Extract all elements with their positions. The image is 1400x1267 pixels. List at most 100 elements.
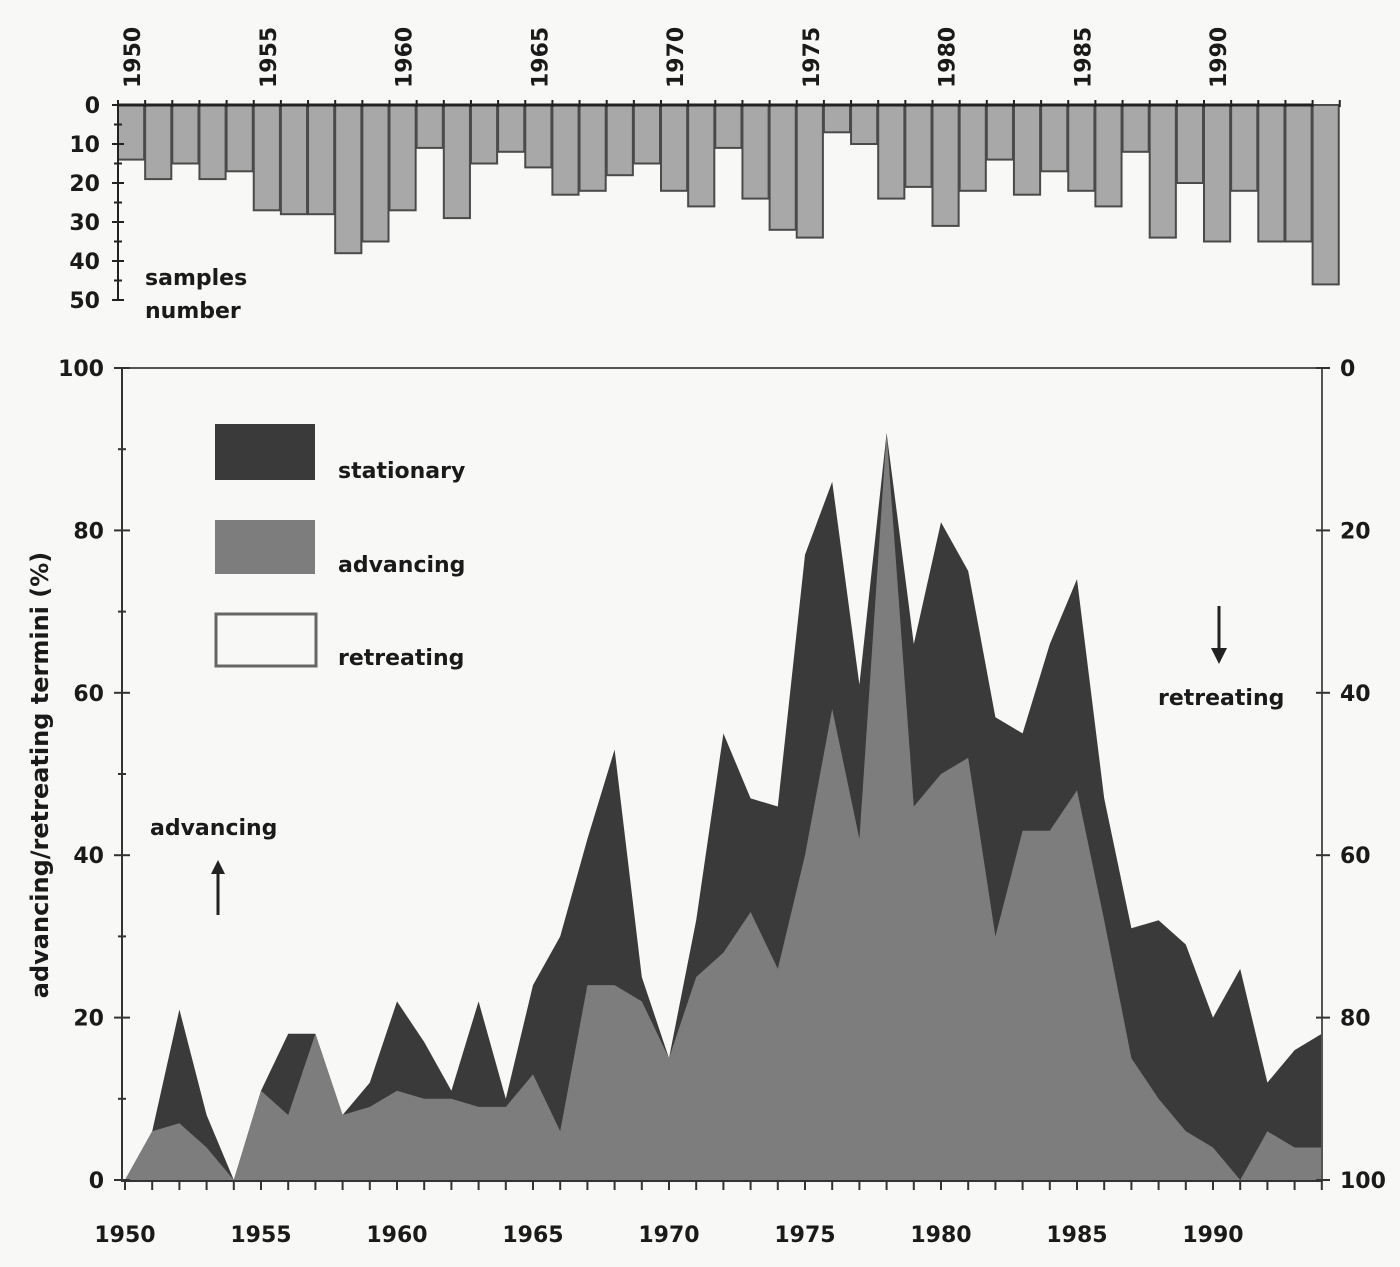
x-ticks: 1950 1955 1960 1965 1970 1975 1980 1985 1990 [94, 1180, 1323, 1248]
top-y-tick-label: 20 [69, 172, 100, 197]
sample-bar [117, 104, 146, 161]
sample-bar [768, 104, 797, 231]
retreating-annotation-label: retreating [1158, 686, 1284, 711]
top-y-tick-label: 50 [69, 289, 100, 314]
sample-bar [252, 104, 281, 212]
sample-bar [442, 104, 471, 220]
sample-bar [877, 104, 906, 200]
sample-bar [1284, 104, 1313, 243]
x-tick-label: 1990 [1182, 1223, 1243, 1248]
y-axis-title: advancing/retreating termini (%) [26, 552, 54, 998]
top-x-tick-label: 1975 [800, 27, 825, 88]
sample-bar [795, 104, 824, 239]
sample-bar [741, 104, 770, 200]
legend: stationary advancing retreating [214, 424, 465, 671]
sample-bar [605, 104, 634, 177]
legend-swatch-advancing [215, 520, 315, 574]
legend-label-stationary: stationary [338, 459, 465, 484]
left-y-tick-label: 0 [89, 1169, 104, 1194]
sample-bar [225, 104, 254, 173]
sample-bar [469, 104, 499, 165]
sample-bar [1175, 104, 1204, 184]
top-x-tick-label: 1965 [528, 27, 553, 88]
top-x-ticks: 1950 1955 1960 1965 1970 1975 1980 1985 1990 [117, 27, 1341, 107]
sample-bar [904, 104, 933, 188]
sample-bar [822, 104, 852, 134]
sample-bar [144, 104, 173, 181]
sample-bar [578, 104, 607, 192]
sample-bar [524, 104, 553, 169]
x-tick-label: 1970 [638, 1223, 699, 1248]
right-y-tick-label: 100 [1340, 1169, 1386, 1194]
top-y-tick-label: 0 [85, 94, 100, 119]
left-y-tick-label: 80 [73, 519, 104, 544]
sample-bar [632, 104, 661, 165]
sample-bar [1230, 104, 1259, 192]
top-x-tick-label: 1970 [664, 27, 689, 88]
samples-label: samples [145, 266, 247, 291]
legend-swatch-stationary [215, 424, 315, 480]
up-arrowhead-icon [211, 860, 225, 874]
left-y-ticks: 0 20 40 60 80 100 [58, 357, 130, 1194]
sample-bar [551, 104, 580, 196]
sample-bar [958, 104, 987, 192]
legend-swatch-retreating [214, 612, 318, 668]
x-tick-label: 1985 [1046, 1223, 1107, 1248]
right-y-tick-label: 20 [1340, 519, 1371, 544]
left-y-tick-label: 60 [73, 682, 104, 707]
top-x-tick-label: 1985 [1071, 27, 1096, 88]
top-x-tick-label: 1980 [936, 27, 961, 88]
sample-bar [1094, 104, 1123, 208]
sample-bar [985, 104, 1014, 161]
sample-bar [171, 104, 200, 165]
sample-bar [334, 104, 363, 255]
x-tick-label: 1955 [230, 1223, 291, 1248]
left-y-tick-label: 40 [73, 844, 104, 869]
sample-bar [279, 104, 309, 216]
top-x-tick-label: 1990 [1207, 27, 1232, 88]
sample-bars [117, 104, 1340, 286]
sample-bar [361, 104, 390, 243]
advancing-area [125, 433, 1322, 1180]
retreating-annotation: retreating [1158, 606, 1284, 711]
sample-bar [1203, 104, 1232, 243]
sample-bar [307, 104, 336, 216]
sample-bar [687, 104, 716, 208]
sample-bar [1067, 104, 1096, 192]
sample-bar [1311, 104, 1340, 286]
sample-bar [1012, 104, 1042, 196]
legend-label-advancing: advancing [338, 553, 465, 578]
sample-bar [1121, 104, 1150, 153]
right-y-tick-label: 0 [1340, 357, 1355, 382]
sample-bar [1148, 104, 1177, 239]
legend-label-retreating: retreating [338, 646, 464, 671]
sample-bar [660, 104, 689, 192]
x-tick-label: 1950 [94, 1223, 155, 1248]
advancing-annotation: advancing [150, 816, 277, 915]
x-tick-label: 1980 [910, 1223, 971, 1248]
sample-bar [415, 104, 444, 149]
left-y-tick-label: 20 [73, 1007, 104, 1032]
x-tick-label: 1965 [502, 1223, 563, 1248]
left-y-tick-label: 100 [58, 357, 104, 382]
sample-bar [1040, 104, 1069, 173]
x-tick-label: 1975 [774, 1223, 835, 1248]
termini-area-chart: 1950 1955 1960 1965 1970 1975 1980 1985 1990 0 20… [26, 357, 1386, 1248]
sample-bar [1257, 104, 1286, 243]
top-y-ticks: 0 10 20 30 40 50 [69, 94, 124, 314]
right-y-ticks: 100 80 60 40 20 0 [1316, 357, 1386, 1194]
samples-bar-chart: 1950 1955 1960 1965 1970 1975 1980 1985 1990 0 10… [69, 27, 1341, 324]
top-x-tick-label: 1955 [257, 27, 282, 88]
top-y-tick-label: 40 [69, 250, 100, 275]
sample-bar [497, 104, 526, 153]
right-y-tick-label: 80 [1340, 1007, 1371, 1032]
x-tick-label: 1960 [366, 1223, 427, 1248]
top-y-tick-label: 10 [69, 133, 100, 158]
sample-bar [714, 104, 743, 149]
top-x-tick-label: 1960 [393, 27, 418, 88]
down-arrowhead-icon [1211, 648, 1227, 664]
top-x-tick-label: 1950 [121, 27, 146, 88]
top-y-tick-label: 30 [69, 211, 100, 236]
sample-bar [198, 104, 227, 181]
